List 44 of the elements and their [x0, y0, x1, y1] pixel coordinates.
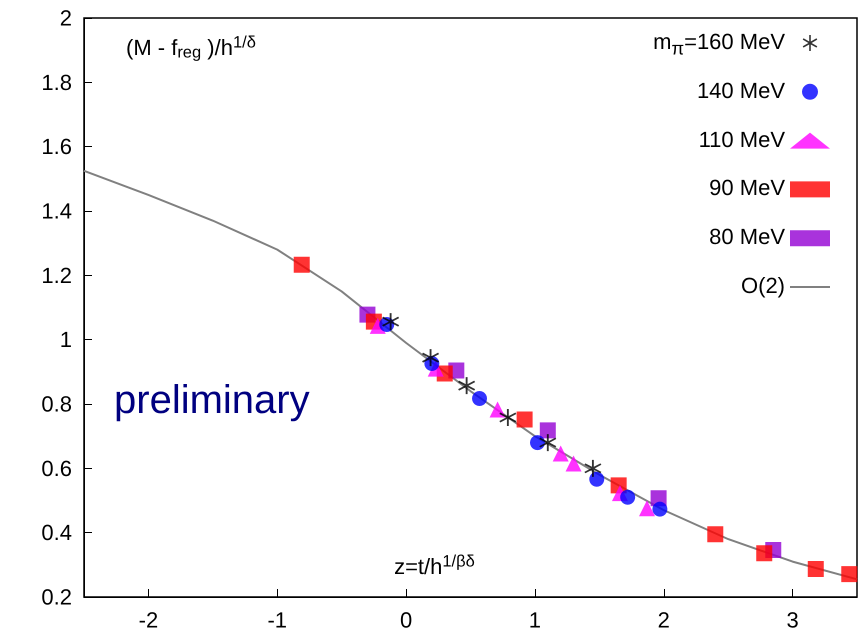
point [841, 566, 858, 582]
x-tick-label: -1 [267, 608, 288, 632]
point [620, 490, 636, 505]
legend-label: 110 MeV [698, 126, 785, 154]
point [294, 256, 310, 273]
annotation: preliminary [114, 378, 310, 422]
legend-label: 90 MeV [709, 174, 785, 202]
legend-label: 140 MeV [696, 76, 785, 105]
x-tick-label: 3 [786, 608, 799, 632]
legend-label: m$_{π}$=160 MeV [653, 28, 785, 60]
y-tick-label: 1.6 [41, 134, 72, 160]
point [472, 391, 488, 406]
legend-label: 80 MeV [709, 223, 785, 252]
point [808, 561, 824, 578]
x-tick-label: 0 [400, 608, 412, 632]
y-tick-label: 1.8 [41, 70, 72, 95]
y-tick-label: 0.8 [41, 392, 72, 416]
y-tick-label: 0.2 [41, 584, 72, 610]
legend-label: O(2) [741, 272, 785, 300]
y-tick-label: 0.4 [41, 520, 72, 546]
point [490, 401, 506, 418]
point [499, 409, 516, 426]
y-tick-label: 1.4 [41, 198, 72, 224]
point [589, 472, 604, 487]
x-tick-label: 1 [528, 608, 542, 632]
y-tick-label: 0.6 [41, 456, 72, 481]
point [707, 526, 724, 542]
point [584, 460, 602, 477]
point [516, 411, 533, 428]
y-tick-label: 1.2 [41, 262, 72, 288]
point [566, 456, 582, 472]
point [458, 377, 476, 394]
point [539, 434, 556, 452]
point [756, 545, 772, 562]
x-tick-label: -2 [138, 608, 158, 632]
point [540, 422, 556, 438]
y-tick-label: 2 [60, 6, 72, 30]
x-tick-label: 2 [658, 608, 670, 632]
point [652, 502, 668, 517]
y-tick-label: 1 [60, 327, 72, 352]
point [422, 349, 440, 366]
point [639, 500, 655, 516]
point [552, 446, 569, 462]
point [382, 313, 400, 330]
